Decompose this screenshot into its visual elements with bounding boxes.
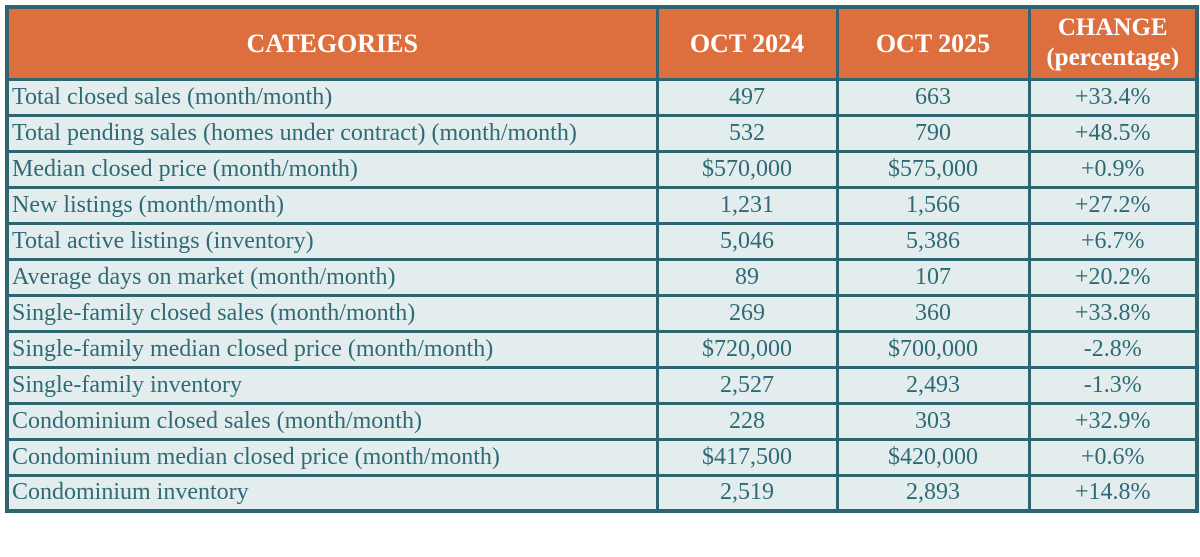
change-value-cell: -1.3%	[1027, 365, 1199, 405]
oct-2024-value-cell: 2,519	[655, 473, 839, 513]
table-row: Average days on market (month/month) 89 …	[5, 257, 1199, 297]
change-value-cell: +6.7%	[1027, 221, 1199, 261]
col-header-change-percentage: CHANGE (percentage)	[1027, 5, 1199, 81]
category-cell: Single-family median closed price (month…	[5, 329, 659, 369]
oct-2024-value-cell: 5,046	[655, 221, 839, 261]
oct-2024-value-cell: $570,000	[655, 149, 839, 189]
table-header: CATEGORIES OCT 2024 OCT 2025 CHANGE (per…	[5, 5, 1199, 81]
oct-2025-value-cell: 2,893	[835, 473, 1031, 513]
change-value-cell: +48.5%	[1027, 113, 1199, 153]
category-cell: Single-family closed sales (month/month)	[5, 293, 659, 333]
oct-2024-value-cell: 228	[655, 401, 839, 441]
table-row: Median closed price (month/month) $570,0…	[5, 149, 1199, 189]
oct-2024-value-cell: $720,000	[655, 329, 839, 369]
table-row: Condominium median closed price (month/m…	[5, 437, 1199, 477]
oct-2024-value-cell: 497	[655, 77, 839, 117]
category-cell: Total pending sales (homes under contrac…	[5, 113, 659, 153]
oct-2025-value-cell: 107	[835, 257, 1031, 297]
table-row: Total pending sales (homes under contrac…	[5, 113, 1199, 153]
category-cell: Median closed price (month/month)	[5, 149, 659, 189]
change-value-cell: +14.8%	[1027, 473, 1199, 513]
change-value-cell: +0.9%	[1027, 149, 1199, 189]
oct-2025-value-cell: $575,000	[835, 149, 1031, 189]
col-header-oct-2024: OCT 2024	[655, 5, 839, 81]
table-row: Single-family median closed price (month…	[5, 329, 1199, 369]
change-value-cell: +33.8%	[1027, 293, 1199, 333]
category-cell: Condominium closed sales (month/month)	[5, 401, 659, 441]
change-value-cell: +27.2%	[1027, 185, 1199, 225]
oct-2024-value-cell: 532	[655, 113, 839, 153]
change-value-cell: +33.4%	[1027, 77, 1199, 117]
col-header-oct-2025: OCT 2025	[835, 5, 1031, 81]
table-row: Total active listings (inventory) 5,046 …	[5, 221, 1199, 261]
table-row: New listings (month/month) 1,231 1,566 +…	[5, 185, 1199, 225]
category-cell: Single-family inventory	[5, 365, 659, 405]
category-cell: New listings (month/month)	[5, 185, 659, 225]
change-value-cell: -2.8%	[1027, 329, 1199, 369]
oct-2024-value-cell: 1,231	[655, 185, 839, 225]
oct-2024-value-cell: 89	[655, 257, 839, 297]
oct-2025-value-cell: 5,386	[835, 221, 1031, 261]
table-row: Total closed sales (month/month) 497 663…	[5, 77, 1199, 117]
change-value-cell: +32.9%	[1027, 401, 1199, 441]
table-body: Total closed sales (month/month) 497 663…	[5, 77, 1199, 513]
category-cell: Condominium inventory	[5, 473, 659, 513]
change-value-cell: +20.2%	[1027, 257, 1199, 297]
header-row: CATEGORIES OCT 2024 OCT 2025 CHANGE (per…	[5, 5, 1199, 81]
table-row: Single-family inventory 2,527 2,493 -1.3…	[5, 365, 1199, 405]
oct-2024-value-cell: 269	[655, 293, 839, 333]
table-row: Condominium closed sales (month/month) 2…	[5, 401, 1199, 441]
oct-2025-value-cell: 790	[835, 113, 1031, 153]
category-cell: Total closed sales (month/month)	[5, 77, 659, 117]
oct-2025-value-cell: 360	[835, 293, 1031, 333]
oct-2024-value-cell: $417,500	[655, 437, 839, 477]
oct-2024-value-cell: 2,527	[655, 365, 839, 405]
category-cell: Average days on market (month/month)	[5, 257, 659, 297]
table-row: Condominium inventory 2,519 2,893 +14.8%	[5, 473, 1199, 513]
col-header-categories: CATEGORIES	[5, 5, 659, 81]
oct-2025-value-cell: 2,493	[835, 365, 1031, 405]
oct-2025-value-cell: 303	[835, 401, 1031, 441]
oct-2025-value-cell: 1,566	[835, 185, 1031, 225]
change-value-cell: +0.6%	[1027, 437, 1199, 477]
oct-2025-value-cell: $700,000	[835, 329, 1031, 369]
category-cell: Condominium median closed price (month/m…	[5, 437, 659, 477]
table-row: Single-family closed sales (month/month)…	[5, 293, 1199, 333]
category-cell: Total active listings (inventory)	[5, 221, 659, 261]
oct-2025-value-cell: 663	[835, 77, 1031, 117]
oct-2025-value-cell: $420,000	[835, 437, 1031, 477]
market-stats-table: CATEGORIES OCT 2024 OCT 2025 CHANGE (per…	[5, 5, 1199, 513]
